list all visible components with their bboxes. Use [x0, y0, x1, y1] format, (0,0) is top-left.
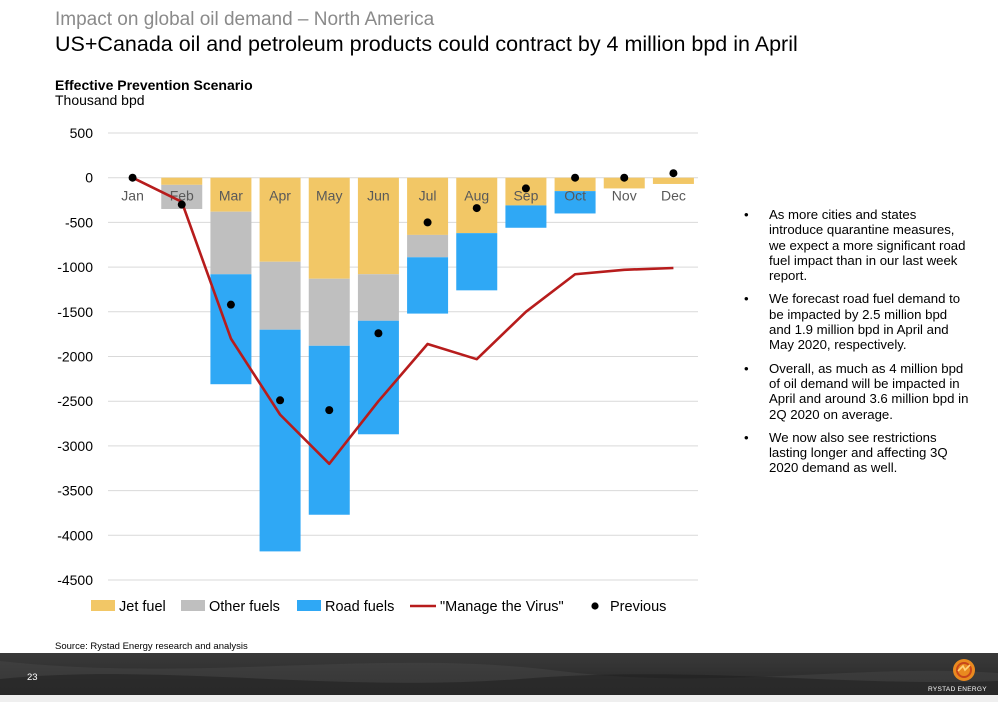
y-tick-label: -2000	[57, 349, 93, 365]
y-tick-label: -2500	[57, 393, 93, 409]
slide-kicker: Impact on global oil demand – North Amer…	[55, 9, 435, 30]
y-tick-label: -4000	[57, 527, 93, 543]
data-point	[128, 173, 137, 182]
bar-segment	[259, 177, 301, 262]
bar-segment	[603, 177, 645, 189]
bar-segment	[357, 320, 399, 435]
bar-segment	[308, 345, 350, 515]
legend-swatch	[297, 600, 321, 611]
data-point	[276, 396, 285, 405]
x-category-label: Mar	[219, 188, 243, 204]
bullet-item: As more cities and states introduce quar…	[740, 207, 970, 283]
legend-label: Previous	[610, 599, 666, 615]
y-tick-label: -1500	[57, 304, 93, 320]
data-point	[571, 173, 580, 182]
data-point	[177, 200, 186, 209]
legend-label: Road fuels	[325, 599, 394, 615]
bullet-item: Overall, as much as 4 million bpd of oil…	[740, 361, 970, 422]
data-point	[521, 184, 530, 193]
chart-unit: Thousand bpd	[55, 92, 145, 108]
bullet-item: We now also see restrictions lasting lon…	[740, 430, 970, 476]
x-category-label: May	[316, 188, 342, 204]
legend-label: Other fuels	[209, 599, 280, 615]
chart-points	[128, 169, 678, 415]
chart-lines	[132, 176, 674, 466]
x-category-label: Aug	[464, 188, 489, 204]
bar-segment	[259, 261, 301, 330]
chart-bars	[161, 177, 694, 552]
data-point	[374, 329, 383, 338]
bottom-strip	[0, 695, 998, 702]
legend-label: Jet fuel	[119, 599, 166, 615]
data-point	[620, 173, 629, 182]
x-category-label: Apr	[269, 188, 291, 204]
bar-segment	[554, 191, 596, 214]
oil-demand-chart: 500 0 -500 -1000 -1500 -2000 -2500 -3000 -3500 -4…	[57, 125, 698, 615]
bar-segment	[210, 211, 252, 275]
y-tick-label: 500	[70, 125, 94, 141]
bar-segment	[210, 274, 252, 385]
data-point	[423, 218, 432, 227]
legend-swatch	[91, 600, 115, 611]
commentary-bullets: As more cities and states introduce quar…	[740, 207, 970, 484]
bar-segment	[357, 177, 399, 275]
legend-label: "Manage the Virus"	[440, 599, 564, 615]
legend-dot-swatch	[591, 602, 599, 610]
bar-segment	[407, 257, 449, 314]
y-tick-label: 0	[85, 170, 93, 186]
data-point	[669, 169, 678, 178]
bar-segment	[161, 177, 203, 185]
bullet-item: We forecast road fuel demand to be impac…	[740, 291, 970, 352]
y-tick-label: -3000	[57, 438, 93, 454]
bar-segment	[407, 234, 449, 258]
x-axis-labels: Jan Feb Mar Apr May Jun Jul Aug Sep Oct Nov Dec	[121, 188, 686, 204]
bar-segment	[308, 278, 350, 346]
y-tick-label: -4500	[57, 572, 93, 588]
x-category-label: Oct	[564, 188, 586, 204]
rystad-logo-icon	[953, 659, 975, 681]
source-note: Source: Rystad Energy research and analy…	[55, 641, 248, 652]
bar-segment	[259, 329, 301, 552]
y-tick-label: -1000	[57, 259, 93, 275]
legend-swatch	[181, 600, 205, 611]
bar-segment	[357, 274, 399, 321]
x-category-label: Jan	[121, 188, 144, 204]
bar-segment	[308, 177, 350, 279]
y-axis-ticks: 500 0 -500 -1000 -1500 -2000 -2500 -3000 -3500 -4…	[57, 125, 93, 588]
slide-title: US+Canada oil and petroleum products cou…	[55, 32, 798, 56]
x-category-label: Jun	[367, 188, 390, 204]
x-category-label: Nov	[612, 188, 637, 204]
data-point	[472, 204, 481, 213]
footer-bar: 23 RYSTAD ENERGY	[0, 653, 998, 695]
page-number: 23	[27, 672, 38, 683]
x-category-label: Sep	[513, 188, 538, 204]
chart-subtitle: Effective Prevention Scenario	[55, 77, 253, 93]
bar-segment	[456, 233, 498, 291]
x-category-label: Jul	[419, 188, 437, 204]
data-point	[325, 406, 334, 415]
y-tick-label: -500	[65, 214, 93, 230]
x-category-label: Dec	[661, 188, 686, 204]
chart-legend: Jet fuel Other fuels Road fuels "Manage the…	[91, 599, 666, 615]
data-point	[226, 300, 235, 309]
series-line	[132, 176, 674, 466]
bar-segment	[210, 177, 252, 212]
y-tick-label: -3500	[57, 483, 93, 499]
bar-segment	[554, 177, 596, 192]
bar-segment	[505, 205, 547, 228]
bar-segment	[652, 177, 694, 184]
footer-wave-decoration	[0, 661, 998, 695]
brand-name: RYSTAD ENERGY	[928, 686, 987, 693]
